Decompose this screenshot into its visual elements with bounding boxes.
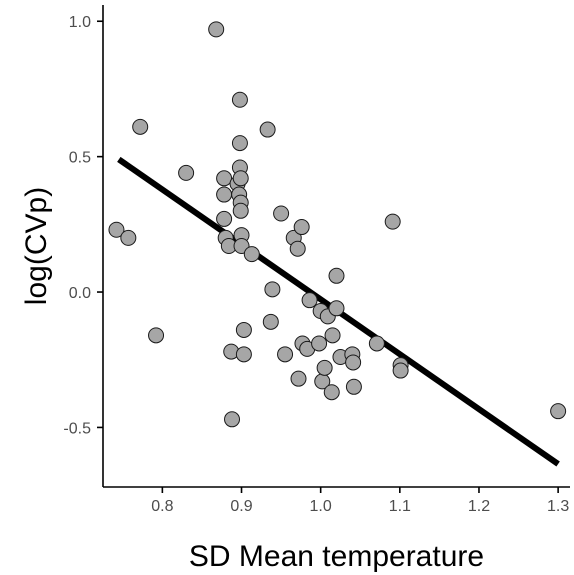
data-point	[232, 202, 249, 219]
data-point	[148, 327, 165, 344]
data-point	[301, 292, 318, 309]
data-point	[368, 335, 385, 352]
data-point	[243, 246, 260, 263]
data-point	[224, 411, 241, 428]
x-axis-title: SD Mean temperature	[189, 540, 484, 573]
data-point	[316, 359, 333, 376]
data-point	[293, 219, 310, 236]
data-point	[345, 354, 362, 371]
data-point	[216, 186, 233, 203]
data-point	[328, 267, 345, 284]
y-tick-label: 0.0	[69, 285, 91, 302]
data-point	[345, 378, 362, 395]
y-tick-label: 1.0	[69, 14, 91, 31]
data-points-layer	[108, 21, 567, 428]
data-point	[235, 321, 252, 338]
data-point	[273, 205, 290, 222]
data-point	[550, 403, 567, 420]
data-point	[289, 240, 306, 257]
y-tick-label: -0.5	[63, 420, 91, 437]
data-point	[262, 313, 279, 330]
data-point	[324, 327, 341, 344]
data-point	[323, 384, 340, 401]
data-point	[231, 91, 248, 108]
data-point	[216, 170, 233, 187]
x-tick-label: 0.9	[230, 498, 252, 515]
data-point	[311, 335, 328, 352]
data-point	[108, 221, 125, 238]
data-point	[290, 370, 307, 387]
x-tick-label: 1.2	[468, 498, 490, 515]
data-point	[384, 213, 401, 230]
data-point	[392, 362, 409, 379]
x-tick-label: 1.0	[310, 498, 332, 515]
data-point	[264, 281, 281, 298]
y-axis-ticks: -0.5 0.0 0.5 1.0	[63, 14, 103, 437]
data-point	[235, 346, 252, 363]
data-point	[231, 135, 248, 152]
y-axis-title: log(CVp)	[20, 187, 53, 305]
data-point	[178, 164, 195, 181]
x-tick-label: 1.1	[389, 498, 411, 515]
data-point	[277, 346, 294, 363]
x-tick-label: 0.8	[151, 498, 173, 515]
data-point	[232, 170, 249, 187]
data-point	[259, 121, 276, 138]
y-tick-label: 0.5	[69, 150, 91, 167]
data-point	[120, 229, 137, 246]
axes	[102, 5, 570, 488]
data-point	[328, 300, 345, 317]
x-tick-label: 1.3	[547, 498, 569, 515]
data-point	[216, 210, 233, 227]
data-point	[208, 21, 225, 38]
data-point	[132, 118, 149, 135]
x-axis-ticks: 0.8 0.9 1.0 1.1 1.2 1.3	[151, 487, 569, 515]
